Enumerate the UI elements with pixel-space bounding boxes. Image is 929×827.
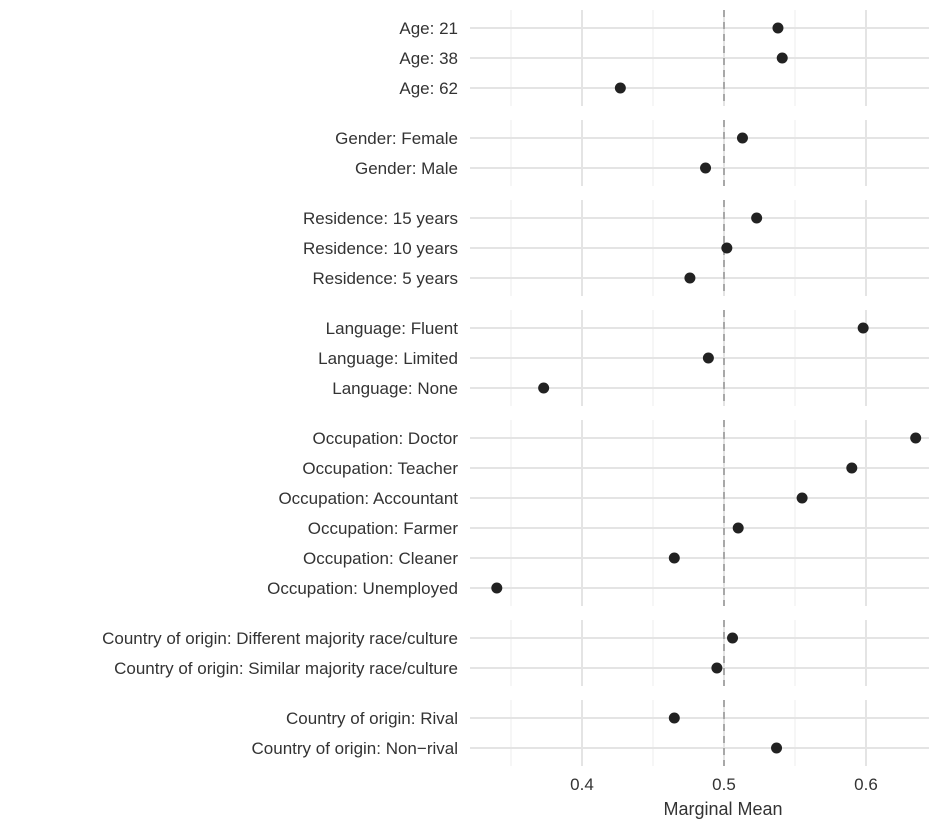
category-label: Country of origin: Similar majority race… bbox=[114, 659, 458, 678]
category-label: Residence: 5 years bbox=[312, 269, 458, 288]
data-point bbox=[846, 462, 858, 474]
data-point bbox=[751, 212, 763, 224]
category-label: Occupation: Cleaner bbox=[303, 549, 458, 568]
category-label: Country of origin: Non−rival bbox=[252, 739, 458, 758]
category-label: Age: 62 bbox=[399, 79, 458, 98]
category-label: Gender: Female bbox=[335, 129, 458, 148]
category-label: Country of origin: Rival bbox=[286, 709, 458, 728]
data-point bbox=[538, 382, 550, 394]
data-point bbox=[771, 742, 783, 754]
category-label: Gender: Male bbox=[355, 159, 458, 178]
data-point bbox=[796, 492, 808, 504]
data-point bbox=[776, 52, 788, 64]
data-point bbox=[910, 432, 922, 444]
category-label: Residence: 15 years bbox=[303, 209, 458, 228]
point-layer bbox=[491, 22, 922, 754]
x-tick-label: 0.5 bbox=[712, 775, 736, 794]
category-label: Age: 21 bbox=[399, 19, 458, 38]
category-label: Occupation: Unemployed bbox=[267, 579, 458, 598]
data-point bbox=[700, 162, 712, 174]
category-label: Language: Fluent bbox=[326, 319, 459, 338]
data-point bbox=[711, 662, 723, 674]
category-label: Language: Limited bbox=[318, 349, 458, 368]
data-point bbox=[668, 552, 680, 564]
x-tick-label: 0.6 bbox=[854, 775, 878, 794]
category-label: Occupation: Farmer bbox=[308, 519, 459, 538]
data-point bbox=[684, 272, 696, 284]
data-point bbox=[668, 712, 680, 724]
data-point bbox=[732, 522, 744, 534]
data-point bbox=[857, 322, 869, 334]
data-point bbox=[772, 22, 784, 34]
data-point bbox=[491, 582, 503, 594]
category-label: Residence: 10 years bbox=[303, 239, 458, 258]
category-label: Country of origin: Different majority ra… bbox=[102, 629, 458, 648]
x-axis-title: Marginal Mean bbox=[663, 799, 782, 819]
data-point bbox=[727, 632, 739, 644]
data-point bbox=[702, 352, 714, 364]
category-labels: Age: 21 Age: 38 Age: 62 Gender: Female Gende… bbox=[102, 19, 458, 758]
grid-layer bbox=[470, 10, 929, 766]
category-label: Occupation: Teacher bbox=[302, 459, 458, 478]
x-tick-label: 0.4 bbox=[570, 775, 594, 794]
category-label: Occupation: Doctor bbox=[312, 429, 458, 448]
data-point bbox=[614, 82, 626, 94]
category-label: Age: 38 bbox=[399, 49, 458, 68]
category-label: Language: None bbox=[332, 379, 458, 398]
x-axis-ticks: 0.4 0.5 0.6 bbox=[570, 775, 878, 794]
data-point bbox=[736, 132, 748, 144]
category-label: Occupation: Accountant bbox=[278, 489, 458, 508]
data-point bbox=[721, 242, 733, 254]
